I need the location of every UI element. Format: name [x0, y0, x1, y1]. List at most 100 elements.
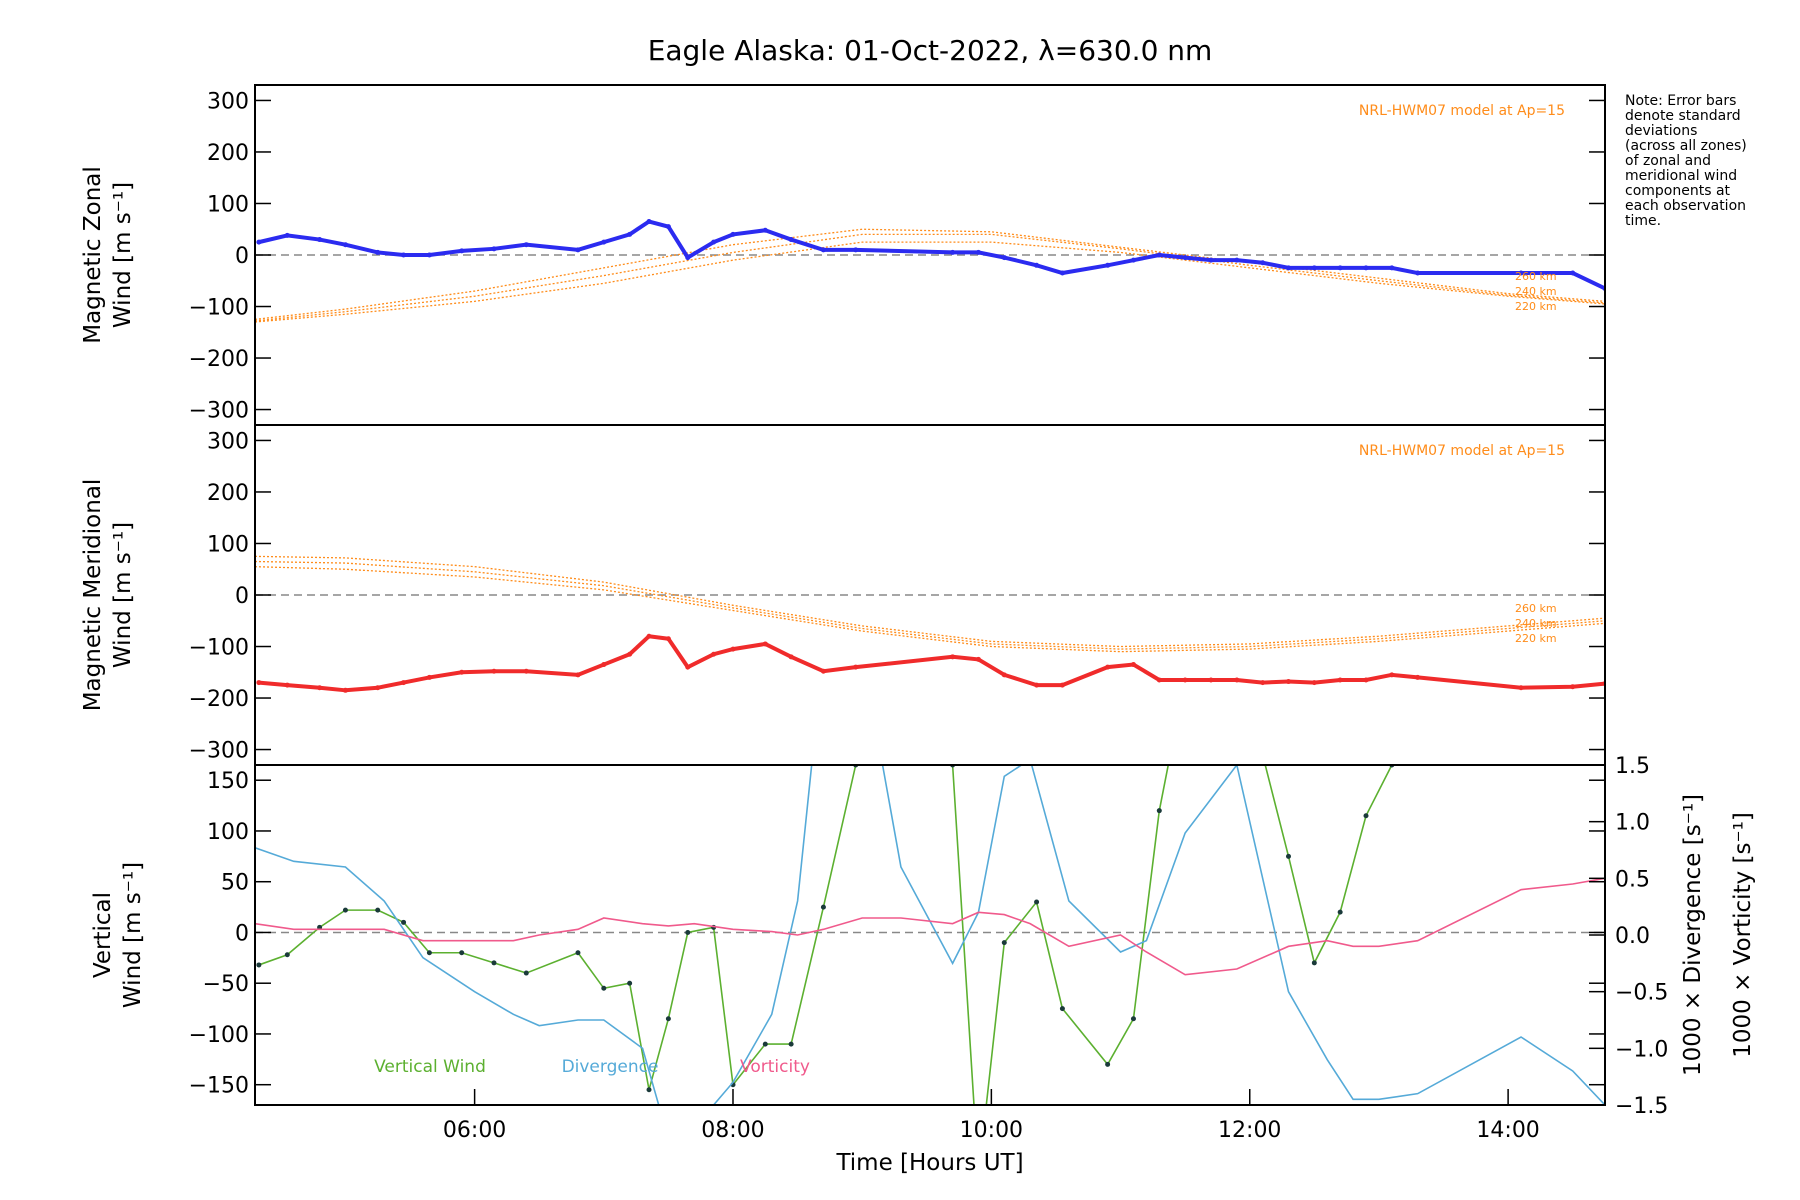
meridional-wind-point [1285, 679, 1291, 685]
zonal-wind-point [1415, 270, 1421, 276]
model-label: NRL-HWM07 model at Ap=15 [1359, 103, 1565, 119]
vertical-wind-point [401, 919, 407, 925]
right-axis-label: 1000 × Vorticity [s⁻¹] [1730, 812, 1756, 1058]
y-tick-label: −100 [189, 1023, 249, 1048]
vertical-wind-point [284, 952, 290, 958]
vertical-wind-point [1034, 899, 1040, 905]
zonal-wind-point [1570, 270, 1576, 276]
y2-tick-label: −1.0 [1615, 1037, 1668, 1062]
vertical-wind-point [788, 1041, 794, 1047]
zonal-wind-point [575, 247, 581, 253]
vertical-wind-point [523, 970, 529, 976]
vertical-wind-point [256, 962, 262, 968]
x-axis-label: Time [Hours UT] [835, 1150, 1023, 1176]
y-tick-label: −300 [189, 399, 249, 424]
zonal-wind-point [646, 219, 652, 225]
plot-area [255, 219, 1605, 323]
vertical-wind-point [459, 950, 465, 956]
zonal-wind-point [627, 231, 633, 237]
zonal-wind-point [1337, 265, 1343, 271]
zonal-wind-point [256, 239, 262, 245]
x-tick-label: 10:00 [960, 1118, 1023, 1143]
model-curve [255, 566, 1605, 653]
altitude-label: 240 km [1515, 617, 1557, 630]
y-axis-label-line: Wind [m s⁻¹] [110, 522, 136, 668]
zonal-wind-point [459, 248, 465, 254]
vorticity-line [255, 877, 1605, 976]
panel-meridional: 300 200 100 0 −100 −200 −300 Magnetic Meridiona… [80, 424, 1606, 766]
zonal-wind-point [491, 246, 497, 252]
y-tick-label: 150 [207, 769, 249, 794]
vertical-wind-point [1260, 752, 1265, 757]
meridional-wind-point [575, 672, 581, 678]
zonal-wind-point [1130, 257, 1136, 263]
meridional-wind-point [950, 654, 956, 660]
meridional-wind-point [1311, 680, 1317, 686]
y-tick-label: −100 [189, 296, 249, 321]
vertical-wind-point [491, 960, 497, 966]
meridional-wind-point [256, 680, 262, 686]
vertical-wind-point [601, 985, 607, 991]
y2-tick-label: 0.0 [1615, 924, 1650, 949]
meridional-wind-point [1001, 672, 1007, 678]
y-tick-label: −200 [189, 347, 249, 372]
zonal-wind-point [523, 242, 529, 248]
zonal-wind-point [284, 232, 290, 238]
zonal-wind-point [1285, 265, 1291, 271]
zonal-wind-point [820, 247, 826, 253]
vertical-wind-point [820, 904, 826, 910]
zonal-wind-point [975, 249, 981, 255]
y-axis-label-line: Vertical [90, 892, 116, 978]
chart-title: Eagle Alaska: 01-Oct-2022, λ=630.0 nm [648, 34, 1213, 67]
meridional-wind-point [975, 656, 981, 662]
meridional-wind-point [426, 674, 432, 680]
y-tick-label: 100 [207, 192, 249, 217]
meridional-wind-point [1415, 674, 1421, 680]
note-line: time. [1625, 213, 1661, 229]
y-tick-label: 0 [235, 921, 249, 946]
vertical-wind-point [375, 907, 381, 913]
divergence-line [255, 765, 1605, 1105]
meridional-wind-point [665, 636, 671, 642]
vertical-wind-point [1059, 1006, 1065, 1012]
meridional-wind-point [730, 646, 736, 652]
zonal-wind-point [665, 224, 671, 230]
meridional-wind-point [375, 685, 381, 691]
meridional-wind-point [284, 682, 290, 688]
plot-area [255, 752, 1605, 1105]
meridional-wind-point [711, 651, 717, 657]
meridional-wind-point [601, 662, 607, 668]
altitude-label: 260 km [1515, 602, 1557, 615]
legend-item: Vorticity [740, 1057, 810, 1077]
meridional-wind-point [1518, 685, 1524, 691]
vertical-wind-point [1001, 940, 1007, 946]
y-axis-label: Vertical Wind [m s⁻¹] [90, 862, 146, 1008]
y-axis-label: Magnetic Zonal Wind [m s⁻¹] [80, 166, 136, 344]
zonal-wind-point [685, 255, 691, 261]
y2-tick-label: 0.5 [1615, 867, 1650, 892]
altitude-label: 220 km [1515, 300, 1557, 313]
meridional-wind-point [401, 680, 407, 686]
vertical-wind-point [1105, 1061, 1111, 1067]
meridional-wind-point [1363, 677, 1369, 683]
x-tick-label: 06:00 [443, 1118, 506, 1143]
error-bar-note: Note: Error bars denote standard deviation… [1625, 93, 1747, 229]
meridional-wind-point [1156, 677, 1162, 683]
meridional-wind-point [1389, 672, 1395, 678]
zonal-wind-point [950, 249, 956, 255]
y-tick-label: 0 [235, 244, 249, 269]
altitude-label: 260 km [1515, 270, 1557, 283]
model-curve [255, 560, 1605, 650]
zonal-wind-point [342, 242, 348, 248]
y-tick-label: −200 [189, 687, 249, 712]
meridional-wind-point [1260, 680, 1266, 686]
altitude-label: 220 km [1515, 632, 1557, 645]
zonal-wind-point [762, 227, 768, 233]
vertical-wind-point [575, 950, 581, 956]
y2-tick-label: 1.0 [1615, 811, 1650, 836]
note-line: each observation [1625, 198, 1746, 214]
note-line: denote standard [1625, 108, 1741, 124]
meridional-wind-point [646, 633, 652, 639]
